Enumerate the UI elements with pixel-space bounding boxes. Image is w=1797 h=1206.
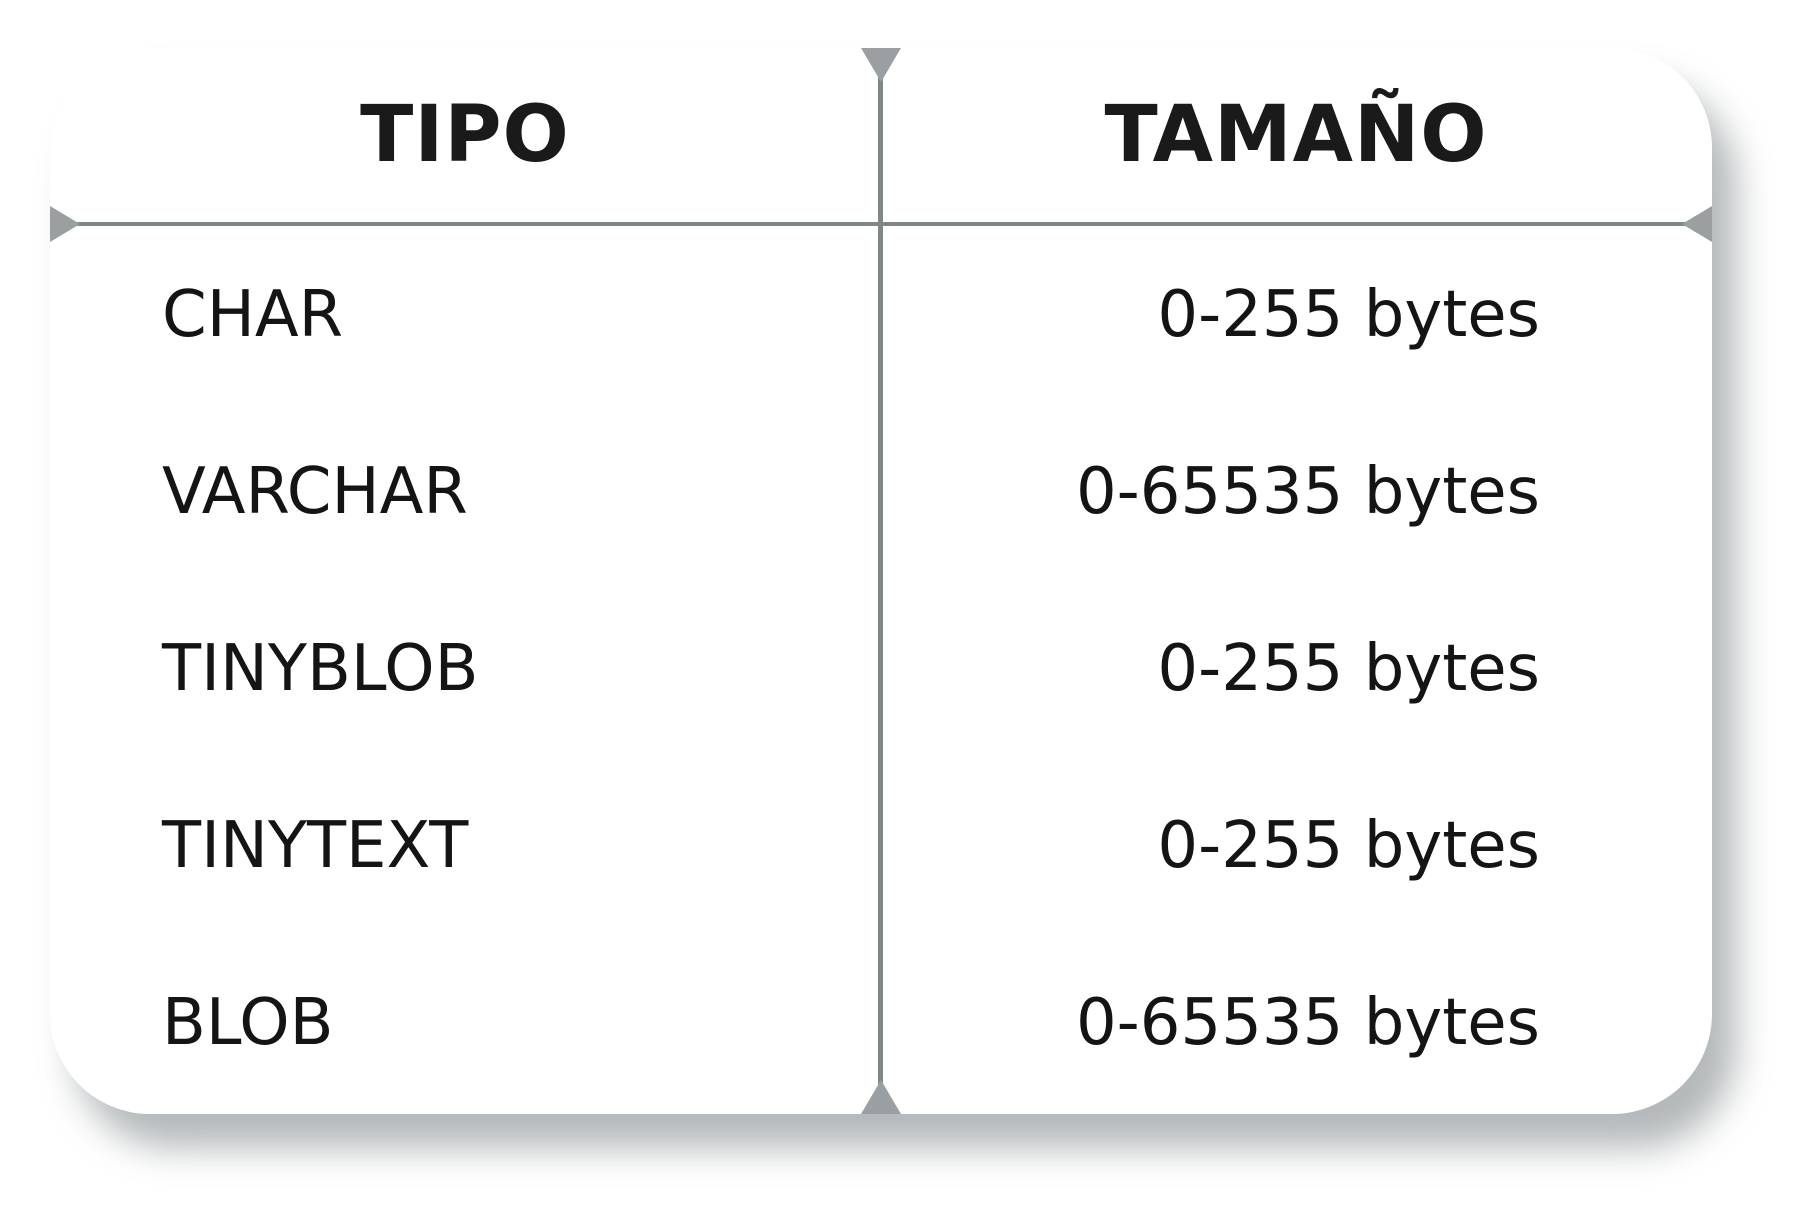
size-cell: 0-65535 bytes — [1075, 454, 1540, 529]
size-cell: 0-65535 bytes — [1075, 985, 1540, 1060]
column-divider — [878, 48, 883, 1114]
divider-notch-top — [861, 48, 901, 82]
divider-notch-right — [1682, 206, 1712, 242]
table-row: TINYTEXT 0-255 bytes — [50, 757, 1712, 934]
type-cell: CHAR — [162, 277, 344, 352]
table-row: TINYBLOB 0-255 bytes — [50, 580, 1712, 757]
table-body: CHAR 0-255 bytes VARCHAR 0-65535 bytes T… — [50, 226, 1712, 1111]
divider-notch-left — [50, 206, 80, 242]
header-type: TIPO — [360, 90, 570, 180]
table-row: BLOB 0-65535 bytes — [50, 934, 1712, 1111]
size-cell: 0-255 bytes — [1157, 631, 1540, 706]
table-header-row: TIPO TAMAÑO — [50, 48, 1712, 222]
divider-notch-bottom — [861, 1080, 901, 1114]
table-row: CHAR 0-255 bytes — [50, 226, 1712, 403]
type-cell: VARCHAR — [162, 454, 468, 529]
type-cell: BLOB — [162, 985, 334, 1060]
type-cell: TINYTEXT — [162, 808, 469, 883]
table-row: VARCHAR 0-65535 bytes — [50, 403, 1712, 580]
size-cell: 0-255 bytes — [1157, 277, 1540, 352]
type-cell: TINYBLOB — [162, 631, 479, 706]
header-size: TAMAÑO — [1104, 90, 1488, 180]
size-cell: 0-255 bytes — [1157, 808, 1540, 883]
data-types-table: TIPO TAMAÑO CHAR 0-255 bytes VARCHAR 0-6… — [50, 48, 1712, 1114]
